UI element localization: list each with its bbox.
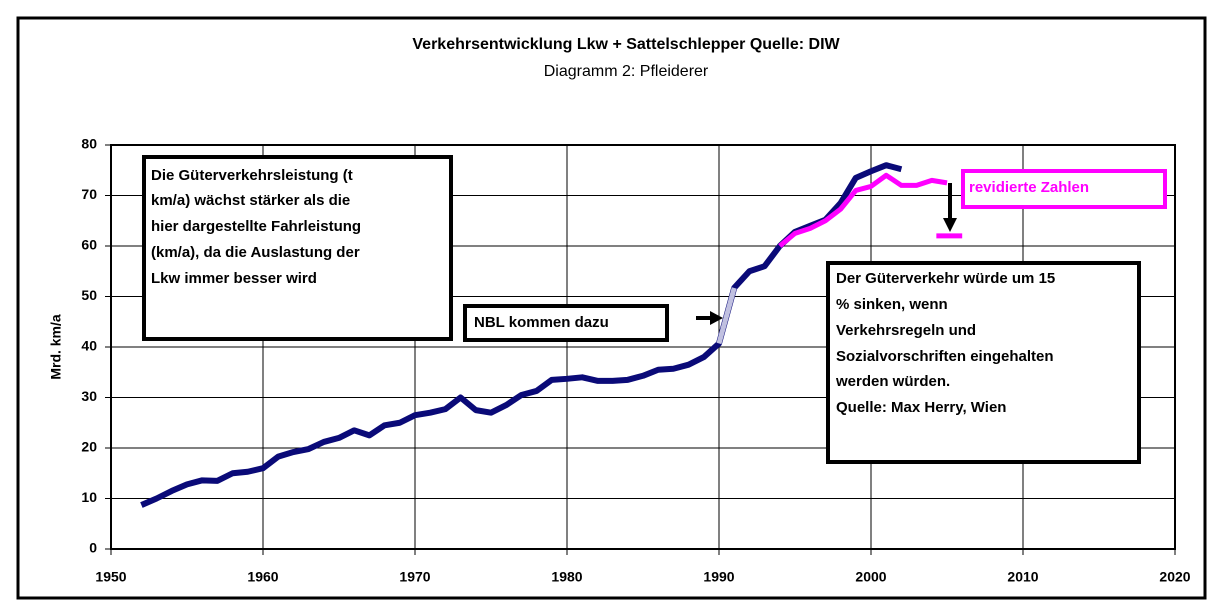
note-text: revidierte Zahlen xyxy=(969,179,1089,196)
plot-border xyxy=(110,144,1176,550)
note-text: (km/a), da die Auslastung der xyxy=(151,244,360,261)
series-line xyxy=(140,162,903,508)
y-tick-label: 60 xyxy=(81,237,97,253)
x-tick-label: 2000 xyxy=(855,569,886,585)
series-line xyxy=(716,287,737,345)
note-text: Lkw immer besser wird xyxy=(151,270,317,287)
note-text: NBL kommen dazu xyxy=(474,314,609,331)
note-text: km/a) wächst stärker als die xyxy=(151,192,350,209)
x-tick-label: 2020 xyxy=(1159,569,1190,585)
y-axis-label: Mrd. km/a xyxy=(48,314,64,380)
note-text: hier dargestellte Fahrleistung xyxy=(151,218,361,235)
y-tick-label: 20 xyxy=(81,439,97,455)
chart-title: Verkehrsentwicklung Lkw + Sattelschleppe… xyxy=(412,36,840,53)
chart-subtitle: Diagramm 2: Pfleiderer xyxy=(544,63,709,80)
y-tick-label: 50 xyxy=(81,287,97,303)
arrow-head xyxy=(943,218,957,232)
note-text: werden würden. xyxy=(835,373,950,390)
y-tick-label: 70 xyxy=(81,186,97,202)
y-tick-label: 40 xyxy=(81,338,97,354)
note-box xyxy=(142,155,453,341)
y-tick-label: 10 xyxy=(81,489,97,505)
note-box xyxy=(961,169,1167,209)
y-tick-label: 30 xyxy=(81,388,97,404)
note-text: Die Güterverkehrsleistung (t xyxy=(151,167,353,184)
y-tick-label: 80 xyxy=(81,136,97,152)
x-tick-label: 1960 xyxy=(247,569,278,585)
y-tick-label: 0 xyxy=(89,540,97,556)
x-tick-label: 2010 xyxy=(1007,569,1038,585)
note-box xyxy=(463,304,669,342)
x-tick-label: 1950 xyxy=(95,569,126,585)
x-tick-label: 1990 xyxy=(703,569,734,585)
arrow-head xyxy=(710,311,723,325)
annotations: Die Güterverkehrsleistung (t km/a) wächs… xyxy=(142,155,1167,464)
note-text: % sinken, wenn xyxy=(836,296,948,313)
series-line xyxy=(778,172,948,248)
note-text: Quelle: Max Herry, Wien xyxy=(836,399,1006,416)
x-tick-label: 1970 xyxy=(399,569,430,585)
note-text: Verkehrsregeln und xyxy=(836,322,976,339)
note-text: Der Güterverkehr würde um 15 xyxy=(836,270,1055,287)
note-text: Sozialvorschriften eingehalten xyxy=(836,348,1054,365)
x-tick-label: 1980 xyxy=(551,569,582,585)
note-box xyxy=(826,261,1141,464)
